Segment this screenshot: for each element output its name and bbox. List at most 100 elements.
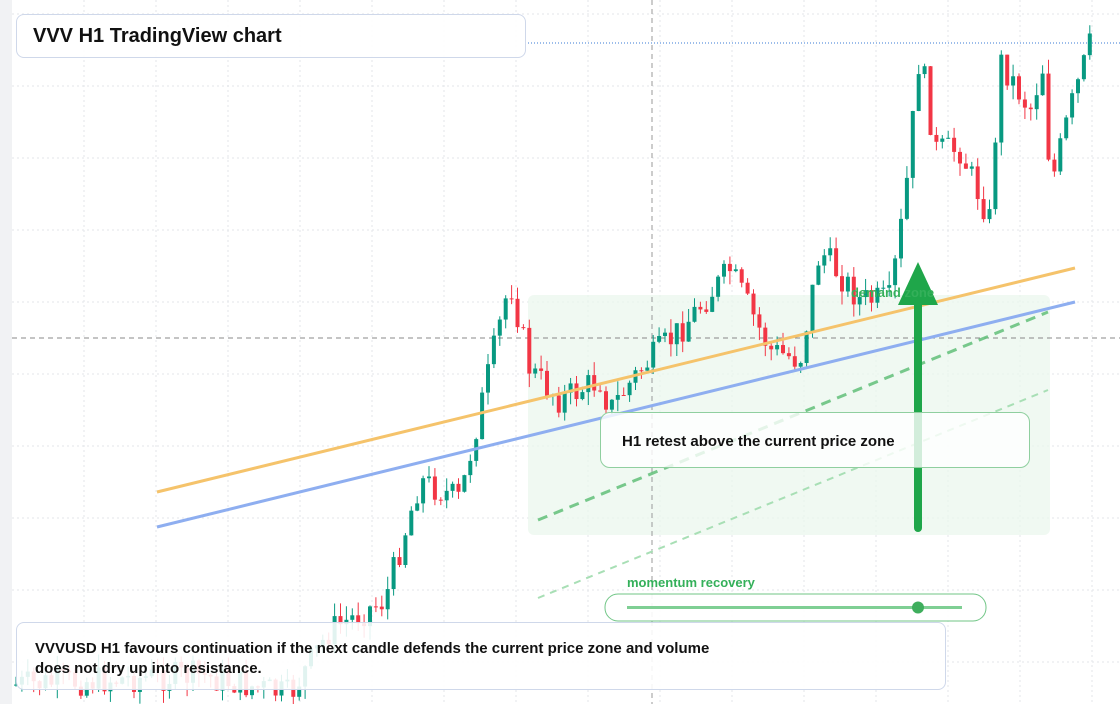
- left-strip: [0, 0, 12, 704]
- candle: [786, 353, 791, 357]
- candle: [409, 510, 414, 536]
- candle: [250, 686, 254, 696]
- candle: [934, 134, 939, 142]
- candle: [769, 345, 774, 350]
- candle: [686, 321, 691, 342]
- footer-text: VVVUSD H1 favours continuation if the ne…: [35, 640, 710, 677]
- candle: [775, 345, 780, 350]
- candle: [438, 499, 443, 501]
- candle: [698, 306, 703, 310]
- candle: [373, 606, 378, 608]
- candle: [609, 399, 614, 410]
- candle: [297, 686, 302, 697]
- candle: [822, 255, 827, 266]
- candle: [981, 199, 986, 220]
- candle: [946, 137, 951, 139]
- slider-knob: [912, 601, 924, 614]
- candle: [645, 367, 650, 371]
- candle: [910, 111, 915, 178]
- zone-label: demand zone: [851, 285, 935, 300]
- candle: [781, 345, 785, 354]
- candle: [999, 54, 1004, 143]
- candle: [356, 615, 361, 624]
- candle: [751, 293, 756, 315]
- candle: [368, 606, 372, 627]
- candle: [1081, 55, 1086, 80]
- candle: [1064, 117, 1069, 139]
- candle: [816, 265, 821, 285]
- candle: [757, 314, 762, 328]
- candle: [987, 209, 992, 220]
- candle: [1070, 93, 1075, 118]
- candle: [763, 327, 768, 346]
- candle: [904, 177, 909, 219]
- candle: [627, 382, 632, 396]
- candle: [497, 319, 502, 336]
- candle: [462, 475, 467, 492]
- candle: [893, 258, 898, 286]
- candle: [928, 66, 933, 135]
- candle: [916, 74, 921, 112]
- candle: [491, 335, 496, 365]
- candle: [568, 383, 573, 393]
- candle: [444, 490, 449, 501]
- candle: [692, 306, 697, 322]
- candle: [922, 66, 927, 75]
- candle: [716, 276, 721, 297]
- candle: [580, 392, 585, 400]
- candle: [1052, 159, 1057, 172]
- candle: [515, 298, 520, 328]
- candle: [869, 290, 874, 303]
- candle: [456, 483, 461, 492]
- candle: [727, 263, 732, 272]
- candle: [480, 392, 485, 440]
- candle: [527, 327, 532, 374]
- candle: [598, 390, 603, 392]
- candle: [875, 287, 880, 303]
- candle: [1028, 107, 1033, 110]
- candle: [963, 163, 968, 169]
- candle: [969, 166, 974, 169]
- candle: [745, 282, 750, 294]
- candle: [521, 327, 526, 329]
- candle: [533, 368, 538, 374]
- candle: [663, 332, 667, 337]
- candle: [78, 686, 83, 696]
- candle: [810, 284, 815, 332]
- footer-box: VVVUSD H1 favours continuation if the ne…: [16, 622, 946, 690]
- candle: [704, 309, 709, 312]
- candle: [958, 151, 962, 164]
- candle: [397, 557, 402, 566]
- candle: [834, 248, 839, 277]
- candle: [403, 535, 408, 566]
- candle: [881, 287, 886, 289]
- candle: [863, 290, 868, 298]
- candle: [1046, 73, 1051, 160]
- candle: [639, 370, 644, 372]
- candle: [350, 615, 355, 620]
- candle: [415, 503, 420, 511]
- arrow-head: [898, 262, 938, 305]
- candle: [1022, 99, 1027, 108]
- candle: [604, 391, 608, 410]
- candle: [668, 332, 673, 345]
- candle: [952, 137, 957, 152]
- candle: [621, 395, 626, 397]
- candle: [391, 557, 396, 590]
- candle: [887, 285, 892, 288]
- candle: [379, 606, 384, 610]
- candle: [615, 395, 620, 400]
- candle: [845, 276, 850, 292]
- candle: [1034, 95, 1039, 110]
- candle: [722, 263, 726, 277]
- candle: [792, 356, 797, 367]
- candle: [840, 276, 844, 292]
- candle: [450, 483, 455, 491]
- candle: [993, 142, 998, 210]
- candle: [739, 269, 744, 283]
- candle: [338, 616, 343, 625]
- candle: [562, 392, 567, 413]
- candle: [1017, 76, 1021, 100]
